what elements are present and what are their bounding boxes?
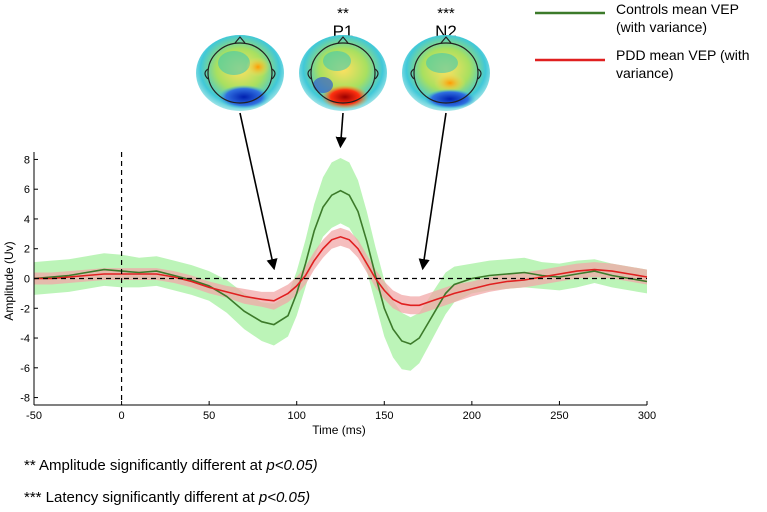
x-tick-label: 0	[119, 410, 125, 422]
topomap-stars-p1: **	[337, 5, 349, 22]
arrow-n1	[239, 112, 278, 271]
y-tick-label: 8	[24, 154, 30, 166]
axes	[33, 152, 648, 406]
topomap-n2: *** N2	[402, 5, 490, 111]
series-lines	[33, 189, 648, 345]
x-tick-label: 200	[463, 410, 481, 422]
y-tick-label: -2	[20, 303, 30, 315]
x-tick-label: 50	[203, 410, 215, 422]
y-tick-label: -8	[20, 393, 30, 405]
x-tick-label: 150	[375, 410, 393, 422]
y-tick-label: -4	[20, 333, 30, 345]
x-tick-label: 100	[288, 410, 306, 422]
legend-label-controls: Controls mean VEP (with variance)	[616, 1, 743, 35]
x-tick-label: 250	[550, 410, 568, 422]
y-tick-label: 0	[24, 274, 30, 286]
y-tick-label: 6	[24, 184, 30, 196]
y-tick-label: -6	[20, 363, 30, 375]
legend-label-pdd: PDD mean VEP (with variance)	[616, 47, 753, 81]
arrow-p1	[335, 112, 347, 149]
y-tick-label: 2	[24, 244, 30, 256]
y-tick-label: 4	[24, 214, 30, 226]
series-line-1	[34, 235, 648, 307]
y-axis-label: Amplitude (Uv)	[2, 241, 16, 320]
component-arrows	[239, 112, 447, 271]
legend-controls-text-2: (with variance)	[616, 19, 707, 35]
note-amplitude-p: p<0.05)	[266, 457, 318, 474]
legend: Controls mean VEP (with variance) PDD me…	[535, 1, 753, 81]
legend-controls-text: Controls mean VEP	[616, 1, 739, 17]
legend-pdd-text: PDD mean VEP (with	[616, 47, 750, 63]
note-amplitude-text: ** Amplitude significantly different at	[24, 457, 267, 474]
topomap-p1: ** P1	[299, 5, 387, 111]
tick-labels: -50 0 50 100 150 200 250 300 -8 -6 -4 -2 0 2 4 6 8	[20, 154, 656, 422]
x-axis-label: Time (ms)	[312, 423, 366, 437]
note-amplitude: ** Amplitude significantly different at …	[24, 457, 318, 474]
x-tick-label: 300	[638, 410, 656, 422]
note-latency: *** Latency significantly different at p…	[24, 489, 310, 506]
x-tick-label: -50	[26, 410, 42, 422]
note-latency-text: *** Latency significantly different at	[24, 489, 259, 506]
variance-band-0	[34, 158, 647, 371]
series-line-0	[33, 189, 648, 345]
topomap-n1: N1	[196, 35, 284, 111]
note-latency-p: p<0.05)	[258, 489, 311, 506]
plot-area: -50 0 50 100 150 200 250 300 -8 -6 -4 -2 0 2 4 6 8 Time …	[2, 112, 656, 437]
legend-pdd-text-2: variance)	[616, 65, 674, 81]
arrow-n2	[418, 112, 447, 271]
topomap-stars-n2: ***	[437, 5, 455, 22]
